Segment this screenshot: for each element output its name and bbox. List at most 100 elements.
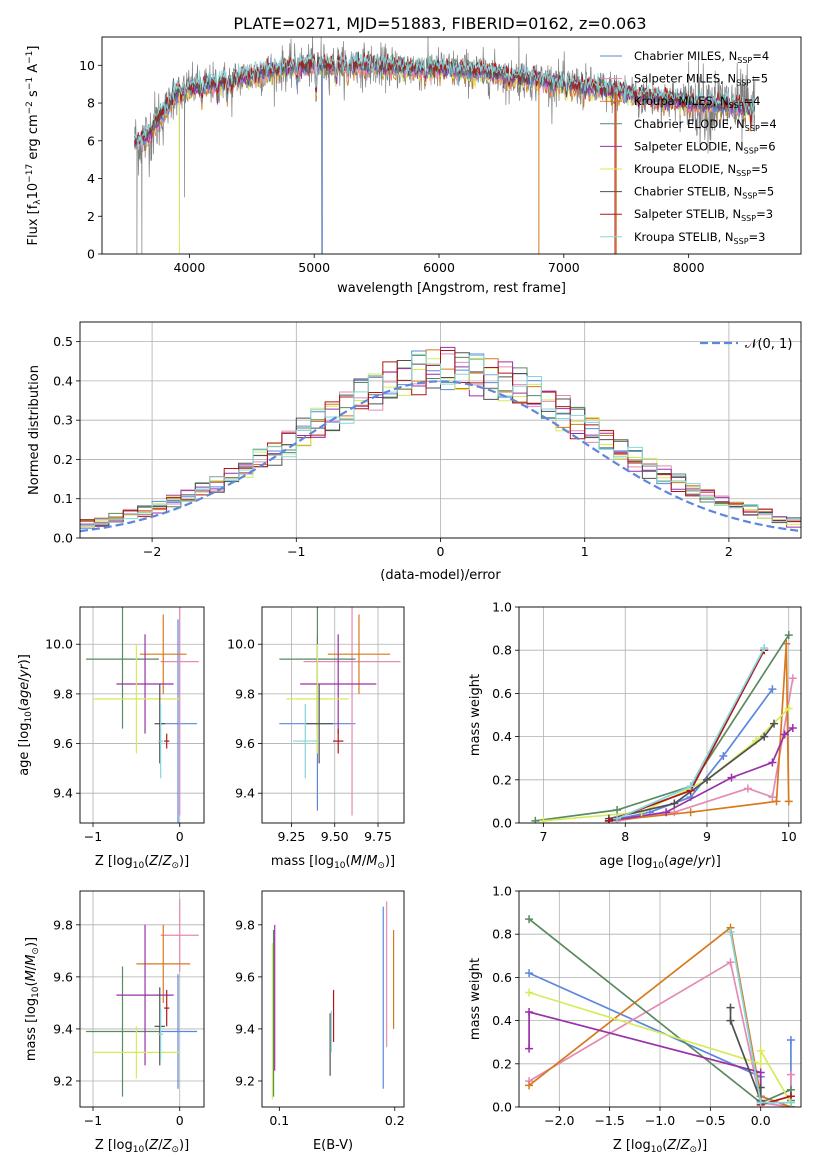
model-spectrum-line-kroupa_stelib [134, 51, 755, 146]
y-axis-label: age [log10(age/yr)] [17, 654, 34, 776]
y-tick-label: 10.0 [45, 637, 73, 652]
y-axis-label: mass weight [468, 674, 483, 756]
spectrum-legend: Chabrier MILES, NSSP=4 Salpeter MILES, NS… [600, 49, 777, 246]
y-tick-label: 0 [87, 247, 95, 262]
legend-label-salpeter_elodie: Salpeter ELODIE, NSSP=6 [634, 139, 776, 155]
x-tick-label: 4000 [173, 260, 205, 275]
x-tick-label: 9.25 [278, 829, 306, 844]
series-line-salpeter_miles [616, 678, 794, 822]
marker-kroupa_stelib [613, 814, 622, 823]
y-tick-label: 0.4 [492, 729, 512, 744]
plot-area [134, 37, 756, 254]
y-tick-label: 10.0 [227, 637, 255, 652]
axes-frame [101, 36, 802, 255]
y-tick-label: 9.8 [53, 917, 73, 932]
marker-salpeter_stelib [604, 816, 613, 823]
legend-label-salpeter_miles: Salpeter MILES, NSSP=5 [634, 72, 768, 88]
marker-chabrier_elodie [784, 631, 793, 640]
marker-chabrier_elodie [613, 806, 622, 815]
legend-label-chabrier_stelib: Chabrier STELIB, NSSP=5 [634, 185, 774, 201]
y-tick-label: 0.5 [53, 334, 73, 349]
x-tick-label: 0.0 [751, 1113, 771, 1128]
axes-frame [518, 890, 802, 1108]
axes-frame [261, 890, 405, 1108]
axes-frame [79, 321, 802, 539]
plot-area [531, 631, 797, 823]
marker-salpeter_elodie [756, 1068, 765, 1077]
y-tick-label: 0.3 [53, 413, 73, 428]
y-tick-label: 2 [87, 209, 95, 224]
series-line-kroupa_elodie [528, 991, 792, 1104]
x-tick-label: 8000 [673, 260, 705, 275]
x-axis-label: mass [log10(M/M⊙)] [271, 854, 395, 871]
y-tick-label: 9.4 [235, 1021, 255, 1036]
model-spectrum-line-salpeter_elodie [134, 54, 755, 147]
figure-title: PLATE=0271, MJD=51883, FIBERID=0162, z=0… [233, 14, 646, 33]
legend-label-chabrier_miles: Chabrier MILES, NSSP=4 [634, 49, 769, 65]
y-tick-label: 0.4 [492, 1013, 512, 1028]
y-axis-label: Flux [fλ10−17 erg cm−2 s−1 A−1] [25, 46, 43, 246]
marker-salpeter_miles [743, 784, 752, 793]
marker-kroupa_miles [784, 797, 793, 806]
marker-salpeter_miles [726, 958, 735, 967]
y-tick-label: 9.6 [53, 736, 73, 751]
x-tick-label: −2 [143, 544, 161, 559]
y-tick-label: 0.0 [492, 1100, 512, 1115]
x-axis-label: age [log10(age/yr)] [599, 854, 721, 871]
histogram-kroupa_stelib [80, 353, 801, 526]
x-tick-label: 9.75 [364, 829, 392, 844]
x-tick-label: 1 [581, 544, 589, 559]
series-line-chabrier_elodie [535, 634, 790, 822]
y-tick-label: 9.6 [53, 969, 73, 984]
marker-chabrier_stelib [770, 719, 779, 728]
marker-chabrier_stelib [726, 1016, 735, 1025]
legend-label-chabrier_elodie: Chabrier ELODIE, NSSP=4 [634, 117, 777, 133]
y-tick-label: 4 [87, 171, 95, 186]
x-axis-label: Z [log10(Z/Z⊙)] [95, 1138, 189, 1155]
marker-kroupa_elodie [784, 704, 793, 713]
series-line-kroupa_miles [528, 926, 792, 1107]
axes-frame [261, 606, 405, 824]
mass-weight-vs-age-plot: 7 8 9 10 0.0 0.2 0.4 0.6 0.8 1.0 mass weight age [l… [468, 600, 802, 871]
y-tick-label: 9.4 [53, 786, 73, 801]
x-tick-label: −1 [84, 1113, 102, 1128]
marker-chabrier_miles [719, 752, 728, 761]
y-tick-label: 9.8 [235, 686, 255, 701]
y-tick-label: 0.2 [492, 1056, 512, 1071]
age-vs-metallicity-plot: −1 0 9.4 9.6 9.8 10.0 Z [log10(Z/Z⊙)] age [log1… [17, 606, 205, 871]
y-axis-label: mass weight [468, 958, 483, 1040]
plot-area [80, 346, 801, 533]
y-tick-label: 1.0 [492, 600, 512, 615]
series-line-salpeter_elodie [608, 727, 794, 822]
x-tick-label: 0 [176, 829, 184, 844]
marker-salpeter_miles [786, 1070, 795, 1079]
marker-salpeter_miles [788, 674, 797, 683]
marker-kroupa_stelib [686, 782, 695, 791]
marker-kroupa_stelib [786, 1098, 795, 1107]
y-tick-label: 9.4 [53, 1021, 73, 1036]
y-tick-label: 0.2 [492, 772, 512, 787]
y-tick-label: 9.2 [235, 1073, 255, 1088]
marker-chabrier_stelib [726, 1003, 735, 1012]
series-line-chabrier_stelib [729, 1007, 762, 1101]
x-axis-label: E(B-V) [313, 1138, 353, 1153]
x-tick-label: 0 [437, 544, 445, 559]
x-tick-label: 0.2 [385, 1113, 405, 1128]
axes-frame [518, 606, 802, 824]
spectrum-plot: 4000 5000 6000 7000 8000 0 2 4 6 8 10 wavelength [A… [25, 36, 802, 296]
marker-kroupa_miles [772, 797, 781, 806]
y-tick-label: 0.1 [53, 491, 73, 506]
marker-salpeter_elodie [727, 773, 736, 782]
axes-frame [79, 606, 205, 824]
x-tick-label: 6000 [423, 260, 455, 275]
y-tick-label: 1.0 [492, 884, 512, 899]
x-axis-label: (data-model)/error [380, 568, 501, 583]
y-axis-label: Normed distribution [27, 365, 42, 495]
legend-label-normal: 𝒩(0, 1) [745, 337, 792, 352]
y-tick-label: 9.2 [53, 1073, 73, 1088]
legend-label-salpeter_stelib: Salpeter STELIB, NSSP=3 [634, 207, 773, 223]
marker-salpeter_miles [670, 808, 679, 817]
y-tick-label: 0.0 [492, 816, 512, 831]
x-tick-label: 9 [703, 829, 711, 844]
